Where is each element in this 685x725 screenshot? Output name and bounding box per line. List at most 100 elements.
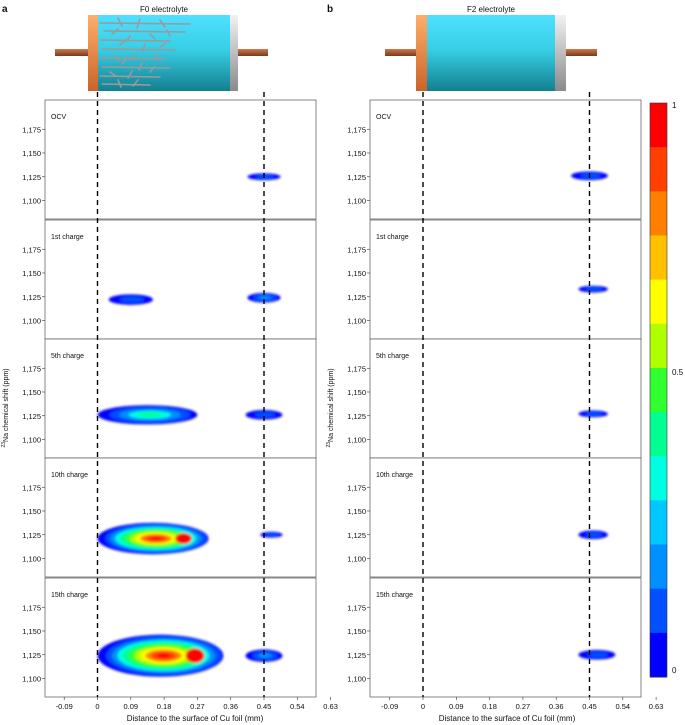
panel-letter-b: b	[327, 4, 333, 15]
colorbar-segment	[650, 367, 667, 413]
blob-contour	[257, 653, 272, 659]
row-frame	[44, 99, 317, 220]
y-tick-label: 1,175	[347, 245, 366, 254]
row-label: 5th charge	[376, 353, 409, 360]
y-tick-label: 1,100	[347, 317, 366, 326]
x-tick-label: 0.63	[323, 702, 338, 711]
y-tick-label: 1,150	[22, 507, 41, 516]
left-rod-a	[55, 49, 97, 56]
intensity-blob	[578, 650, 616, 660]
y-tick-label: 1,100	[22, 197, 41, 206]
row-frame	[44, 338, 317, 459]
y-tick-label: 1,175	[22, 364, 41, 373]
blob-contour	[585, 287, 603, 291]
y-tick-label: 1,150	[22, 388, 41, 397]
blob-contour	[258, 295, 272, 300]
row-frame	[44, 457, 317, 578]
y-tick-label: 1,100	[22, 675, 41, 684]
colorbar-segment	[650, 235, 667, 281]
blob-contour	[156, 653, 171, 658]
y-tick-label: 1,150	[22, 269, 41, 278]
y-tick-label: 1,175	[347, 603, 366, 612]
y-tick-label: 1,150	[347, 507, 366, 516]
row-frame	[44, 219, 317, 340]
y-tick-label: 1,175	[22, 245, 41, 254]
y-tick-label: 1,125	[347, 412, 366, 421]
y-tick-label: 1,150	[22, 149, 41, 158]
colorbar-tick-mid: 0.5	[672, 368, 684, 377]
battery-illustration-f0	[55, 15, 268, 91]
x-tick-label: 0.09	[123, 702, 138, 711]
blob-contour	[585, 412, 603, 416]
y-tick-label: 1,100	[22, 436, 41, 445]
row-label: 5th charge	[51, 353, 84, 360]
colorbar-frame	[649, 102, 668, 678]
blob-contour	[255, 174, 274, 179]
y-tick-label: 1,150	[347, 627, 366, 636]
colorbar-segment	[650, 323, 667, 369]
dendrite-icon	[99, 17, 191, 88]
x-tick-label: 0.27	[190, 702, 205, 711]
row-frame	[369, 99, 642, 220]
y-tick-label: 1,125	[22, 173, 41, 182]
y-tick-label: 1,150	[347, 149, 366, 158]
colorbar-segment	[650, 544, 667, 590]
y-tick-label: 1,100	[347, 197, 366, 206]
y-tick-label: 1,175	[22, 125, 41, 134]
y-tick-label: 1,150	[347, 388, 366, 397]
colorbar-segment	[650, 456, 667, 501]
intensity-blob	[578, 530, 608, 540]
x-tick-label: 0.54	[290, 702, 305, 711]
left-rod-b	[385, 49, 427, 56]
y-tick-label: 1,125	[22, 531, 41, 540]
colorbar-segment	[650, 588, 667, 634]
y-tick-label: 1,150	[347, 269, 366, 278]
y-tick-label: 1,125	[347, 173, 366, 182]
y-tick-label: 1,150	[22, 627, 41, 636]
right-rod-b	[563, 49, 597, 56]
intensity-blob	[245, 410, 283, 420]
colorbar-segment	[650, 632, 667, 678]
x-tick-label: 0.27	[516, 702, 531, 711]
panel-title-f2: F2 electrolyte	[467, 5, 516, 14]
x-tick-label: 0.36	[549, 702, 564, 711]
battery-illustration-f2	[385, 15, 597, 91]
row-frame	[369, 338, 642, 459]
row-label: OCV	[51, 114, 67, 121]
y-tick-label: 1,175	[347, 364, 366, 373]
x-tick-label: 0	[95, 702, 99, 711]
blob-contour	[119, 296, 145, 303]
ylabel-a: 23Na chemical shift (ppm)	[1, 368, 10, 447]
blob-contour	[587, 652, 608, 658]
right-rod-a	[236, 49, 268, 56]
x-tick-label: 0.63	[649, 702, 664, 711]
colorbar-segment	[650, 500, 667, 546]
end-cap-b	[555, 15, 566, 91]
blob-contour	[254, 412, 276, 418]
colorbar-segment	[650, 412, 667, 457]
intensity-blob	[108, 294, 153, 305]
y-tick-label: 1,125	[347, 293, 366, 302]
colorbar-tick-min: 0	[672, 666, 677, 675]
xlabel-b: Distance to the surface of Cu foil (mm)	[439, 714, 576, 723]
electrolyte-cylinder-a	[98, 15, 230, 91]
x-tick-label: 0.09	[449, 702, 464, 711]
colorbar-segment	[650, 279, 667, 325]
y-tick-label: 1,125	[347, 651, 366, 660]
x-tick-label: 0	[421, 702, 425, 711]
blob-contour	[580, 173, 601, 179]
blob-hotspot	[185, 648, 205, 664]
colorbar: 1 0.5 0	[649, 101, 684, 678]
x-tick-label: 0.45	[257, 702, 272, 711]
cu-foil-b	[416, 15, 427, 91]
x-tick-label: 0.18	[482, 702, 497, 711]
panel-title-f0: F0 electrolyte	[140, 5, 189, 14]
x-tick-label: 0.54	[615, 702, 630, 711]
y-tick-label: 1,125	[22, 412, 41, 421]
y-tick-label: 1,175	[22, 483, 41, 492]
intensity-blob	[97, 522, 209, 555]
y-tick-label: 1,100	[347, 555, 366, 564]
row-frame	[369, 457, 642, 578]
colorbar-segment	[650, 191, 667, 236]
